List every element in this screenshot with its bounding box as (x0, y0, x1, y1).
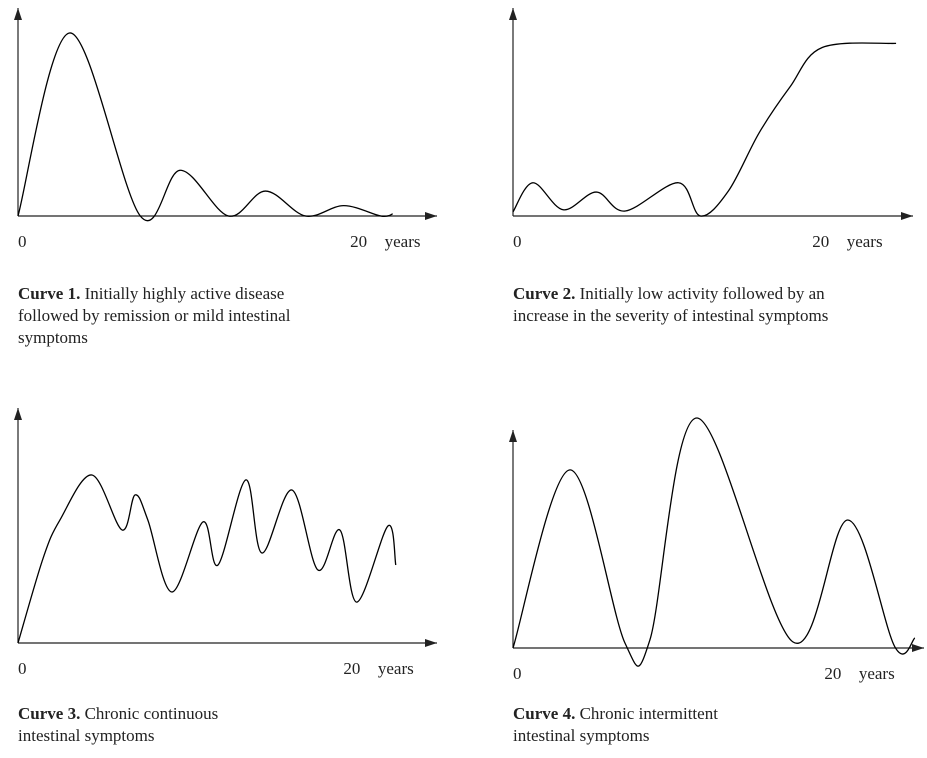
caption: Curve 1. Initially highly active disease… (18, 283, 308, 349)
x-tick-label: 0 (513, 232, 522, 251)
x-axis-arrow (425, 639, 437, 647)
caption: Curve 2. Initially low activity followed… (513, 283, 853, 327)
x-axis-label: years (847, 232, 883, 251)
x-axis-arrow (425, 212, 437, 220)
x-tick-label: 0 (513, 664, 522, 683)
caption-text: Chronic intermittent intestinal symptoms (513, 704, 718, 745)
curve (17, 32, 393, 222)
x-axis-label: years (385, 232, 421, 251)
caption: Curve 3. Chronic continuous intestinal s… (18, 703, 278, 747)
curve (512, 417, 916, 667)
caption-title: Curve 1. (18, 284, 81, 303)
y-axis-arrow (14, 8, 22, 20)
y-axis-arrow (509, 8, 517, 20)
curve (512, 42, 897, 217)
x-axis-arrow (901, 212, 913, 220)
x-tick-label: 20 (812, 232, 829, 251)
caption-text: Initially highly active disease followed… (18, 284, 291, 347)
y-axis-arrow (509, 430, 517, 442)
y-axis-arrow (14, 408, 22, 420)
x-axis-label: years (859, 664, 895, 683)
caption-text: Chronic continuous intestinal symptoms (18, 704, 219, 745)
x-tick-label: 0 (18, 232, 27, 251)
x-tick-label: 20 (824, 664, 841, 683)
x-tick-label: 20 (343, 659, 360, 678)
caption-text: Initially low activity followed by an in… (513, 284, 829, 325)
caption-title: Curve 2. (513, 284, 576, 303)
caption: Curve 4. Chronic intermittent intestinal… (513, 703, 773, 747)
x-axis-arrow (912, 644, 924, 652)
x-tick-label: 0 (18, 659, 27, 678)
caption-title: Curve 4. (513, 704, 576, 723)
x-tick-label: 20 (350, 232, 367, 251)
x-axis-label: years (378, 659, 414, 678)
curve (17, 474, 397, 644)
caption-title: Curve 3. (18, 704, 81, 723)
